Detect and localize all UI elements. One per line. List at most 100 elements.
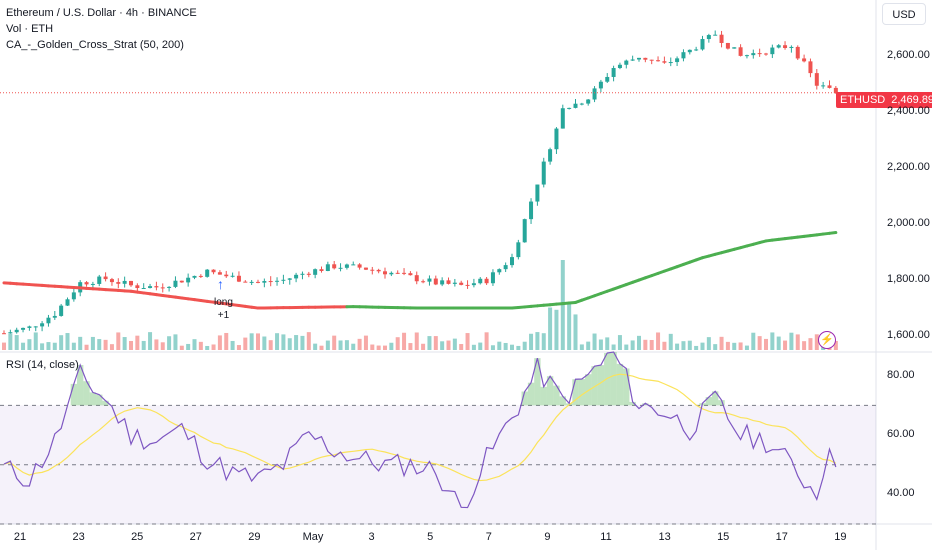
candle-body: [535, 184, 540, 202]
volume-bar: [294, 335, 299, 350]
volume-bar: [732, 342, 737, 350]
volume-bar: [300, 335, 305, 350]
candle-body: [97, 276, 102, 284]
candle-body: [605, 76, 610, 82]
time-axis-tick: May: [302, 531, 324, 543]
volume-bar: [52, 342, 57, 350]
price-axis-tick: 1,600.00: [887, 329, 930, 342]
volume-bar: [281, 334, 286, 350]
candle-body: [300, 273, 305, 275]
candle-body: [40, 323, 45, 327]
candle-body: [560, 108, 565, 129]
volume-bar: [389, 342, 394, 350]
candle-body: [294, 274, 299, 279]
price-axis-tick: 2,400.00: [887, 105, 930, 118]
time-axis-tick: 3: [368, 531, 375, 543]
volume-bar: [141, 340, 146, 350]
volume-bar: [14, 335, 19, 350]
candle-body: [319, 269, 324, 271]
rsi-legend: RSI (14, close): [6, 359, 79, 371]
candle-body: [389, 272, 394, 275]
volume-bar: [122, 337, 127, 350]
candle-body: [281, 279, 286, 281]
volume-bar: [814, 334, 819, 350]
candle-body: [395, 272, 400, 274]
chart-title: Ethereum / U.S. Dollar · 4h · BINANCE: [6, 7, 197, 19]
candle-body: [484, 278, 489, 284]
time-axis-tick: 11: [600, 531, 612, 543]
candle-body: [687, 49, 692, 53]
volume-bar: [643, 339, 648, 350]
candle-body: [313, 269, 318, 275]
volume-bar: [433, 336, 438, 350]
volume-bar: [363, 335, 368, 350]
candle-body: [8, 332, 13, 334]
volume-bar: [211, 344, 216, 350]
volume-bar: [579, 344, 584, 350]
candle-body: [116, 282, 121, 284]
time-axis-tick: 17: [775, 531, 788, 543]
time-axis-tick: 9: [544, 531, 551, 543]
volume-bar: [224, 332, 229, 350]
candle-body: [370, 269, 375, 271]
candle-body: [52, 315, 57, 318]
volume-bar: [700, 342, 705, 350]
candle-body: [90, 283, 95, 285]
volume-bar: [738, 342, 743, 350]
time-axis-tick: 5: [427, 531, 434, 543]
candle-body: [757, 53, 762, 55]
volume-bar: [713, 344, 718, 350]
candle-body: [141, 288, 146, 290]
candle-body: [205, 269, 210, 277]
lightning-bolt-icon[interactable]: ⚡: [818, 331, 836, 349]
candle-body: [135, 285, 140, 289]
ma-segment: [828, 231, 838, 235]
volume-bar: [275, 333, 280, 350]
candle-body: [548, 149, 553, 162]
volume-bar: [351, 343, 356, 350]
volume-bar: [757, 336, 762, 350]
volume-bar: [205, 345, 210, 350]
candle-body: [256, 281, 260, 283]
volume-bar: [21, 342, 26, 350]
volume-bar: [59, 335, 64, 350]
volume-bar: [33, 332, 38, 350]
volume-bar: [535, 332, 540, 350]
volume-bar: [573, 314, 578, 350]
volume-bar: [27, 339, 32, 350]
candle-body: [833, 87, 838, 94]
currency-button[interactable]: USD: [882, 3, 926, 25]
candle-body: [706, 35, 711, 40]
volume-bar: [262, 336, 267, 350]
candle-body: [776, 45, 781, 48]
volume-bar: [338, 340, 343, 350]
candle-body: [192, 275, 197, 278]
volume-bar: [490, 345, 495, 350]
candle-body: [338, 267, 343, 269]
candle-body: [224, 274, 229, 277]
candle-body: [567, 107, 572, 109]
volume-bar: [427, 336, 432, 350]
candle-body: [783, 45, 788, 48]
volume-bar: [770, 332, 775, 350]
volume-bar: [173, 334, 178, 350]
candle-body: [154, 286, 159, 288]
candle-body: [2, 333, 6, 335]
volume-bar: [586, 341, 591, 350]
volume-bar: [148, 332, 153, 350]
candle-body: [624, 60, 629, 65]
volume-bar: [306, 332, 311, 350]
candle-body: [351, 264, 356, 266]
candle-body: [84, 282, 89, 285]
volume-bar: [529, 333, 534, 350]
volume-bar: [776, 336, 781, 350]
rsi-line: [3, 351, 837, 509]
candle-body: [497, 269, 502, 273]
volume-bar: [2, 342, 6, 350]
volume-legend: Vol · ETH: [6, 23, 54, 35]
volume-bar: [808, 338, 813, 350]
candle-body: [198, 275, 203, 277]
price-tag-value: 2,469.89: [891, 94, 932, 106]
volume-bar: [668, 333, 673, 350]
